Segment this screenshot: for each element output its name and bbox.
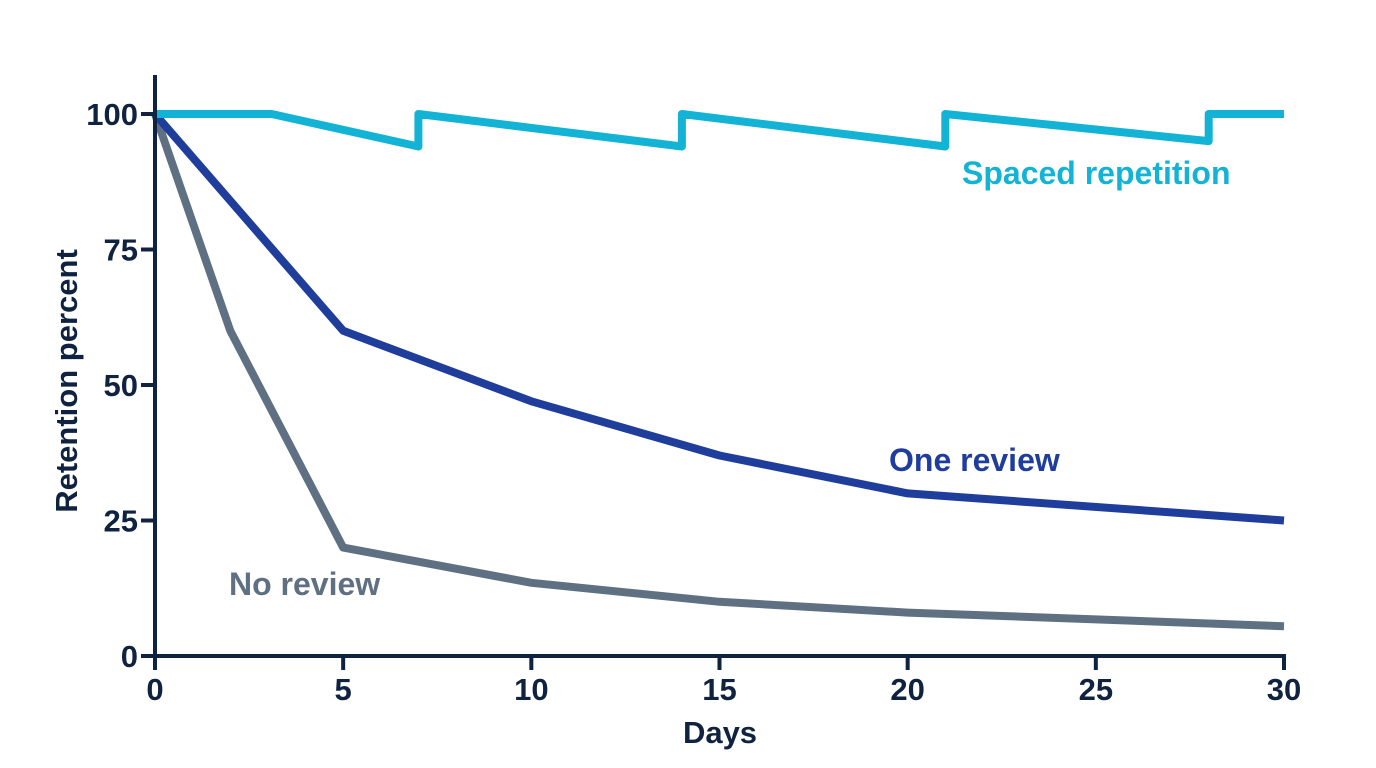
series-line-no-review <box>151 112 1285 631</box>
ticks-layer: 0 5 10 15 20 25 30 0 25 50 75 100 <box>86 97 1301 707</box>
y-tick-label: 100 <box>86 97 138 132</box>
series-label-no-review: No review <box>229 566 380 602</box>
series-label-one-review: One review <box>889 442 1060 478</box>
y-axis-title: Retention percent <box>49 249 84 513</box>
x-tick-label: 5 <box>335 672 352 707</box>
series-label-spaced-repetition: Spaced repetition <box>962 155 1231 191</box>
x-tick-label: 30 <box>1267 672 1301 707</box>
x-axis-title: Days <box>683 715 757 750</box>
y-tick-label: 50 <box>104 368 138 403</box>
x-tick-label: 10 <box>514 672 548 707</box>
series-line-one-review <box>151 111 1285 525</box>
y-tick-label: 25 <box>104 504 138 539</box>
x-tick-label: 0 <box>146 672 163 707</box>
x-tick-label: 15 <box>702 672 736 707</box>
x-tick-label: 25 <box>1079 672 1113 707</box>
labels-layer: Days Retention percent Spaced repetition… <box>49 155 1231 750</box>
y-tick-label: 75 <box>104 233 138 268</box>
series-layer <box>151 110 1285 631</box>
x-tick-label: 20 <box>890 672 924 707</box>
series-line-spaced-repetition <box>155 110 1284 151</box>
y-tick-label: 0 <box>121 639 138 674</box>
